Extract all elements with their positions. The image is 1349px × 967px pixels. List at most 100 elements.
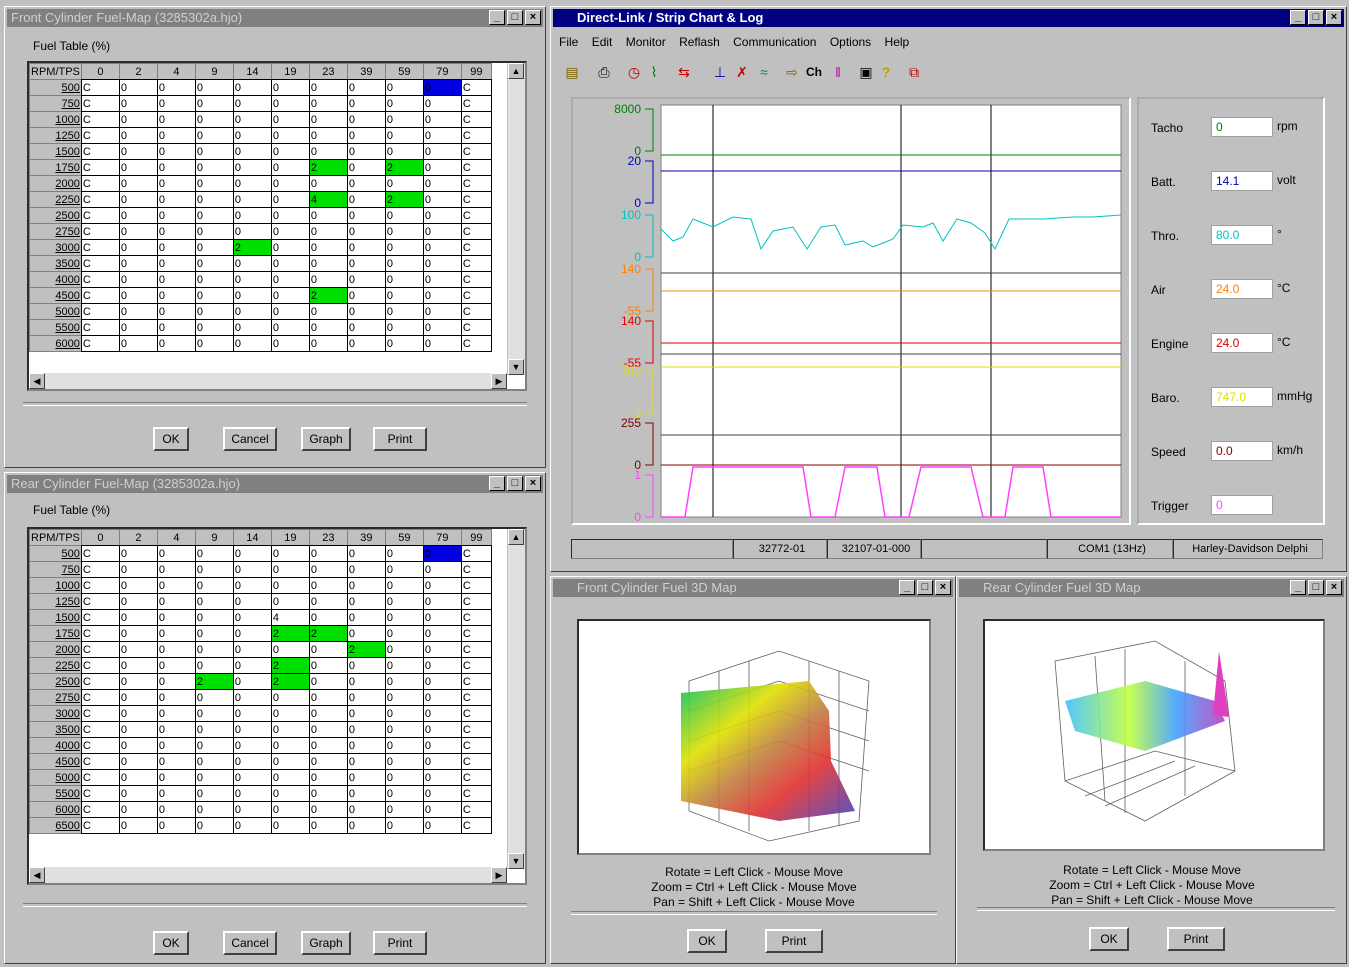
- fuel-cell[interactable]: 0: [270, 111, 310, 128]
- fuel-cell[interactable]: C: [460, 319, 492, 336]
- fuel-cell[interactable]: 0: [232, 303, 272, 320]
- surface-plot[interactable]: [579, 621, 929, 853]
- fuel-cell[interactable]: 0: [232, 287, 272, 304]
- fuel-cell[interactable]: C: [460, 577, 492, 594]
- tps-column-header[interactable]: 0: [80, 63, 120, 80]
- fuel-cell[interactable]: 0: [270, 127, 310, 144]
- fuel-cell[interactable]: 0: [346, 335, 386, 352]
- front-fuel-grid[interactable]: RPM/TPS 0 2 4 9 14 19 23 39 59 79 99 500 C 0 0 0 0 0 0 0 0 0 C 7…: [27, 61, 527, 391]
- fuel-cell[interactable]: 0: [194, 721, 234, 738]
- fuel-cell[interactable]: 0: [270, 721, 310, 738]
- fuel-cell[interactable]: 0: [346, 175, 386, 192]
- fuel-cell[interactable]: 0: [422, 657, 462, 674]
- fuel-cell[interactable]: 0: [422, 561, 462, 578]
- tps-column-header[interactable]: 39: [346, 63, 386, 80]
- fuel-cell[interactable]: 0: [384, 223, 424, 240]
- fuel-cell[interactable]: 0: [422, 239, 462, 256]
- fuel-cell[interactable]: 2: [308, 159, 348, 176]
- fuel-cell[interactable]: 0: [384, 207, 424, 224]
- fuel-cell[interactable]: 0: [118, 255, 158, 272]
- fuel-cell[interactable]: 0: [118, 753, 158, 770]
- fuel-cell[interactable]: 0: [270, 191, 310, 208]
- tps-column-header[interactable]: 14: [232, 529, 272, 546]
- scale-icon[interactable]: ⊥: [713, 64, 727, 80]
- horizontal-scrollbar[interactable]: ◀ ▶: [29, 867, 507, 883]
- fuel-cell[interactable]: C: [460, 673, 492, 690]
- fuel-cell[interactable]: 0: [308, 95, 348, 112]
- fuel-cell[interactable]: 0: [232, 319, 272, 336]
- tps-column-header[interactable]: 9: [194, 529, 234, 546]
- fuel-cell[interactable]: 0: [346, 207, 386, 224]
- print-button[interactable]: Print: [373, 931, 427, 955]
- fuel-cell[interactable]: 0: [346, 753, 386, 770]
- fuel-cell[interactable]: 0: [118, 689, 158, 706]
- rpm-row-header[interactable]: 2000: [29, 175, 82, 192]
- surface-plot[interactable]: [985, 621, 1323, 849]
- rpm-row-header[interactable]: 1250: [29, 127, 82, 144]
- fuel-cell[interactable]: 0: [308, 255, 348, 272]
- fuel-cell[interactable]: 0: [232, 705, 272, 722]
- fuel-cell[interactable]: 0: [156, 705, 196, 722]
- fuel-cell[interactable]: 0: [194, 657, 234, 674]
- rpm-row-header[interactable]: 6000: [29, 801, 82, 818]
- rpm-row-header[interactable]: 4500: [29, 287, 82, 304]
- fuel-cell[interactable]: 0: [384, 239, 424, 256]
- fuel-cell[interactable]: 0: [422, 705, 462, 722]
- fuel-cell[interactable]: C: [80, 271, 120, 288]
- fuel-cell[interactable]: 0: [232, 689, 272, 706]
- fuel-cell[interactable]: 0: [308, 705, 348, 722]
- fuel-cell[interactable]: C: [80, 319, 120, 336]
- fuel-cell[interactable]: C: [460, 127, 492, 144]
- fuel-cell[interactable]: 0: [232, 143, 272, 160]
- fuel-cell[interactable]: C: [460, 271, 492, 288]
- fuel-cell[interactable]: 0: [118, 207, 158, 224]
- fuel-cell[interactable]: 0: [422, 721, 462, 738]
- fuel-cell[interactable]: 0: [308, 817, 348, 834]
- fuel-cell[interactable]: 0: [422, 111, 462, 128]
- fuel-cell[interactable]: 0: [156, 143, 196, 160]
- fuel-cell[interactable]: 0: [346, 737, 386, 754]
- fuel-cell[interactable]: 0: [118, 239, 158, 256]
- fuel-cell[interactable]: 0: [194, 577, 234, 594]
- fuel-cell[interactable]: 0: [346, 657, 386, 674]
- fuel-cell[interactable]: 0: [422, 577, 462, 594]
- fuel-cell[interactable]: 0: [232, 207, 272, 224]
- fuel-cell[interactable]: 0: [194, 335, 234, 352]
- fuel-cell[interactable]: 0: [346, 271, 386, 288]
- fuel-cell[interactable]: 0: [232, 545, 272, 562]
- colors-icon[interactable]: ‖: [835, 64, 841, 80]
- fuel-cell[interactable]: 0: [118, 111, 158, 128]
- fuel-cell[interactable]: 0: [194, 159, 234, 176]
- tps-column-header[interactable]: 2: [118, 529, 158, 546]
- fuel-cell[interactable]: 0: [422, 335, 462, 352]
- fuel-cell[interactable]: 2: [270, 657, 310, 674]
- fuel-cell[interactable]: C: [80, 95, 120, 112]
- fuel-cell[interactable]: C: [460, 721, 492, 738]
- fuel-cell[interactable]: 0: [384, 127, 424, 144]
- fuel-cell[interactable]: 0: [384, 143, 424, 160]
- tps-column-header[interactable]: 0: [80, 529, 120, 546]
- rpm-row-header[interactable]: 3500: [29, 255, 82, 272]
- fuel-cell[interactable]: 0: [118, 335, 158, 352]
- fuel-cell[interactable]: 0: [232, 191, 272, 208]
- fuel-cell[interactable]: 0: [156, 673, 196, 690]
- fuel-cell[interactable]: 2: [384, 191, 424, 208]
- fuel-cell[interactable]: 0: [422, 319, 462, 336]
- fuel-cell[interactable]: 0: [118, 577, 158, 594]
- fuel-cell[interactable]: 0: [384, 561, 424, 578]
- fuel-cell[interactable]: 0: [194, 207, 234, 224]
- fuel-cell[interactable]: C: [460, 223, 492, 240]
- rpm-row-header[interactable]: 500: [29, 79, 82, 96]
- fuel-cell[interactable]: C: [460, 95, 492, 112]
- fuel-cell[interactable]: 0: [232, 561, 272, 578]
- fuel-cell[interactable]: 0: [194, 239, 234, 256]
- fuel-cell[interactable]: 0: [346, 287, 386, 304]
- fuel-cell[interactable]: C: [80, 577, 120, 594]
- fuel-cell[interactable]: 0: [384, 737, 424, 754]
- maximize-icon[interactable]: □: [1308, 580, 1324, 595]
- fuel-cell[interactable]: 0: [422, 801, 462, 818]
- fuel-cell[interactable]: 0: [384, 673, 424, 690]
- fuel-cell[interactable]: C: [460, 303, 492, 320]
- fuel-cell[interactable]: 0: [156, 127, 196, 144]
- fuel-cell[interactable]: 0: [118, 817, 158, 834]
